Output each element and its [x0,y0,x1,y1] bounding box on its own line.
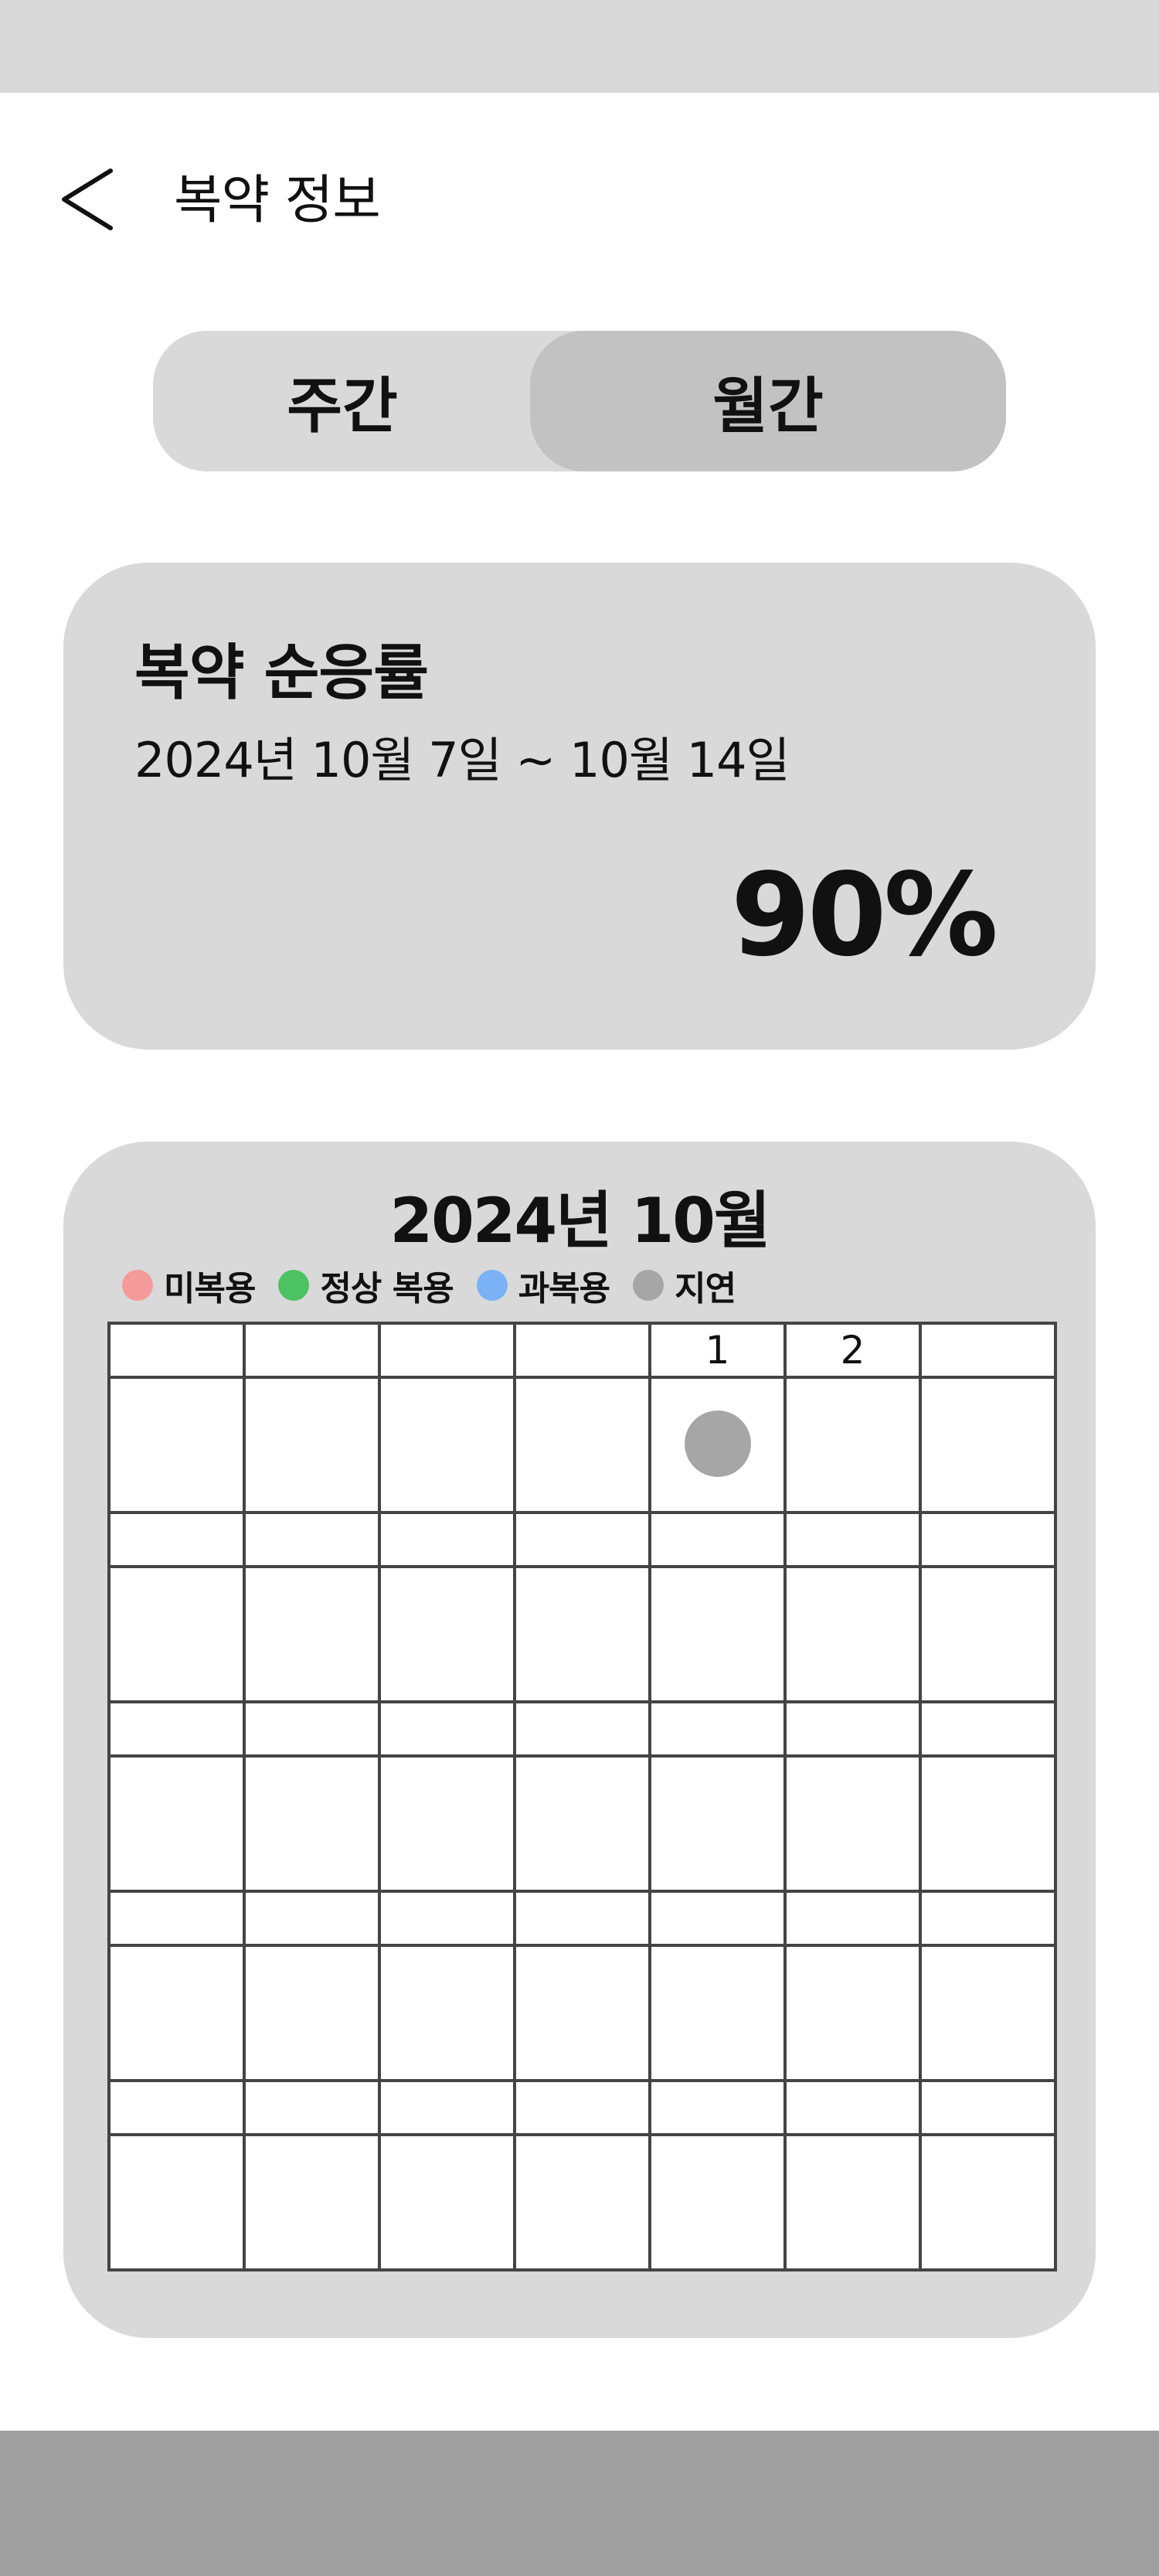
calendar-date-cell[interactable]: 2 [783,1322,922,1379]
calendar-status-cell[interactable] [783,1754,922,1893]
legend-item: 과복용 [476,1261,610,1310]
calendar-date-cell[interactable] [919,1322,1057,1379]
calendar-status-cell[interactable] [648,1376,787,1514]
calendar-date-cell[interactable] [107,1511,246,1568]
calendar-status-cell[interactable] [783,2133,922,2271]
calendar-status-cell[interactable] [783,1944,922,2082]
calendar-status-cell[interactable] [378,1944,516,2082]
legend-dot [633,1270,664,1301]
calendar-date-cell[interactable] [243,1700,381,1758]
calendar-status-cell[interactable] [783,1376,922,1514]
page-title: 복약 정보 [174,170,381,231]
calendar-date-cell[interactable] [513,2079,651,2136]
calendar-status-cell[interactable] [513,1944,651,2082]
calendar-status-cell[interactable] [107,2133,246,2271]
legend-dot [122,1270,153,1301]
legend-dot [278,1270,310,1301]
calendar-status-cell[interactable] [107,1565,246,1703]
calendar-status-cell[interactable] [107,1376,246,1514]
calendar-date-cell[interactable] [648,1511,787,1568]
calendar-status-cell[interactable] [378,1565,516,1703]
calendar-status-cell[interactable] [513,1565,651,1703]
calendar-status-cell[interactable] [513,1376,651,1514]
adherence-card: 복약 순응률 2024년 10월 7일 ~ 10월 14일 90% [63,563,1096,1050]
calendar-date-cell[interactable] [919,1700,1057,1758]
calendar-date-cell[interactable] [243,1890,381,1947]
calendar-status-cell[interactable] [919,1376,1057,1514]
calendar-status-cell[interactable] [513,1754,651,1893]
calendar-title: 2024년 10월 [389,1185,770,1257]
calendar-status-cell[interactable] [107,1944,246,2082]
legend-label: 미복용 [164,1269,256,1308]
legend-label: 지연 [675,1269,736,1308]
calendar-date-cell[interactable] [513,1511,651,1568]
calendar-date-cell[interactable] [243,1511,381,1568]
calendar-status-cell[interactable] [243,1944,381,2082]
legend: 미복용 정상 복용 과복용 지연 [122,1265,759,1308]
calendar-date-cell[interactable] [919,1890,1057,1947]
status-dot [684,1410,751,1477]
calendar-date-cell[interactable] [513,1890,651,1947]
calendar-status-cell[interactable] [378,1754,516,1893]
chevron-left-icon [56,165,121,237]
legend-item: 미복용 [122,1261,256,1310]
calendar-status-cell[interactable] [378,2133,516,2271]
adherence-date-range: 2024년 10월 7일 ~ 10월 14일 [134,732,790,788]
calendar-status-cell[interactable] [648,1565,787,1703]
period-toggle: 주간 월간 [153,331,1006,471]
calendar-status-cell[interactable] [107,1754,246,1893]
legend-label: 정상 복용 [320,1269,454,1308]
status-bar [0,0,1159,93]
calendar-date-cell[interactable] [243,2079,381,2136]
calendar-status-cell[interactable] [919,1754,1057,1893]
calendar-date-cell[interactable] [107,1890,246,1947]
calendar-date-cell[interactable] [107,2079,246,2136]
adherence-rate: 90% [730,849,998,982]
calendar-date-cell[interactable] [378,1511,516,1568]
calendar-date-cell[interactable] [648,1700,787,1758]
calendar-date-cell[interactable] [783,1511,922,1568]
calendar-date-cell[interactable] [513,1700,651,1758]
calendar-date-cell[interactable] [107,1322,246,1379]
calendar-status-cell[interactable] [783,1565,922,1703]
tab-monthly[interactable]: 월간 [530,331,1006,471]
calendar-status-cell[interactable] [378,1376,516,1514]
calendar-date-cell[interactable] [378,1700,516,1758]
calendar-status-cell[interactable] [648,2133,787,2271]
calendar-status-cell[interactable] [919,1565,1057,1703]
calendar-status-cell[interactable] [919,2133,1057,2271]
calendar-status-cell[interactable] [243,2133,381,2271]
calendar-date-cell[interactable] [783,1890,922,1947]
calendar-date-cell[interactable] [919,2079,1057,2136]
calendar-date-cell[interactable] [648,1890,787,1947]
legend-item: 지연 [633,1261,736,1310]
bottom-bar [0,2431,1159,2576]
legend-dot [476,1270,508,1301]
calendar-date-cell[interactable]: 1 [648,1322,787,1379]
calendar-date-cell[interactable] [783,2079,922,2136]
calendar-status-cell[interactable] [243,1754,381,1893]
back-button[interactable] [54,158,124,243]
calendar-status-cell[interactable] [243,1565,381,1703]
calendar-date-cell[interactable] [378,2079,516,2136]
calendar-status-cell[interactable] [919,1944,1057,2082]
tab-weekly[interactable]: 주간 [287,372,398,441]
calendar-date-cell[interactable] [107,1700,246,1758]
calendar-status-cell[interactable] [243,1376,381,1514]
calendar-date-cell[interactable] [243,1322,381,1379]
adherence-title: 복약 순응률 [134,638,429,708]
calendar-date-cell[interactable] [648,2079,787,2136]
calendar-status-cell[interactable] [513,2133,651,2271]
calendar-date-cell[interactable] [919,1511,1057,1568]
calendar-date-cell[interactable] [378,1322,516,1379]
calendar-status-cell[interactable] [648,1944,787,2082]
legend-label: 과복용 [518,1269,610,1308]
calendar-date-cell[interactable] [513,1322,651,1379]
legend-item: 정상 복용 [278,1261,454,1310]
calendar-date-cell[interactable] [783,1700,922,1758]
calendar-date-cell[interactable] [378,1890,516,1947]
calendar-status-cell[interactable] [648,1754,787,1893]
